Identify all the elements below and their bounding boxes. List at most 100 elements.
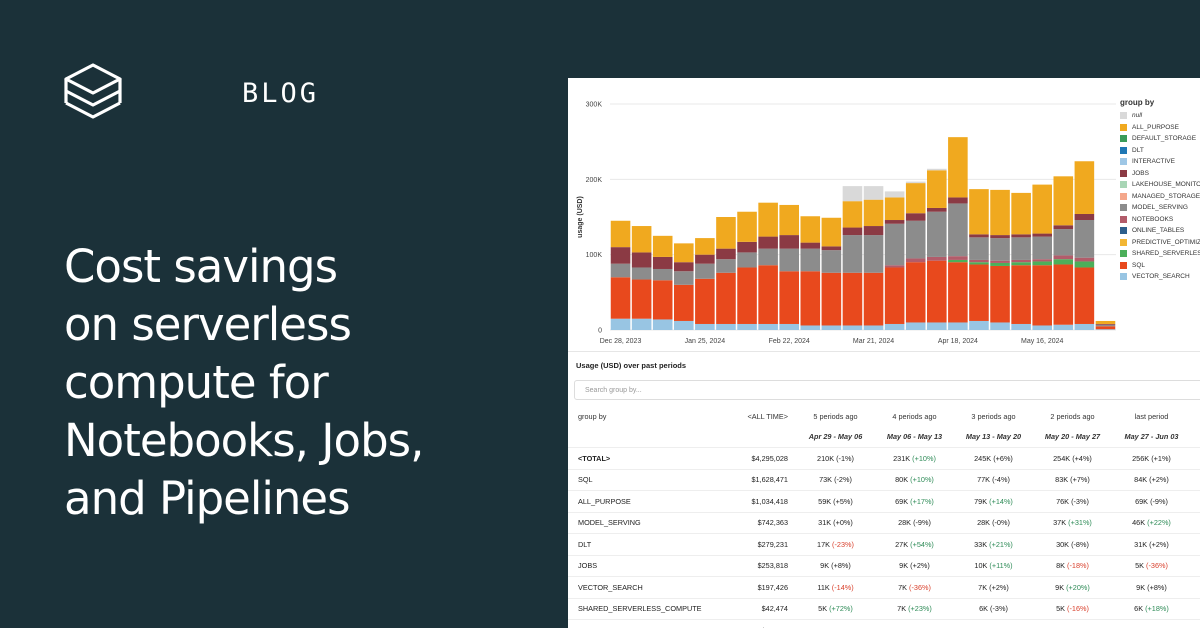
bar-segment[interactable] xyxy=(631,318,652,330)
bar-segment[interactable] xyxy=(821,217,842,247)
bar-segment[interactable] xyxy=(800,271,821,326)
bar-segment[interactable] xyxy=(1011,262,1031,266)
bar-segment[interactable] xyxy=(990,189,1010,236)
bar-segment[interactable] xyxy=(905,258,926,263)
bar-segment[interactable] xyxy=(927,260,947,323)
bar-segment[interactable] xyxy=(1011,237,1031,260)
bar-segment[interactable] xyxy=(969,264,989,321)
legend-item[interactable]: ONLINE_TABLES xyxy=(1120,225,1200,237)
legend-item[interactable]: MODEL_SERVING xyxy=(1120,202,1200,214)
legend-item[interactable]: PREDICTIVE_OPTIMIZATION xyxy=(1120,237,1200,249)
bar-segment[interactable] xyxy=(1095,329,1116,330)
bar-segment[interactable] xyxy=(927,207,947,212)
bar-segment[interactable] xyxy=(927,170,947,208)
bar-segment[interactable] xyxy=(652,235,673,257)
bar-segment[interactable] xyxy=(990,262,1010,266)
bar-segment[interactable] xyxy=(1074,220,1095,258)
bar-segment[interactable] xyxy=(610,263,631,278)
bar-segment[interactable] xyxy=(842,325,863,330)
table-row[interactable]: MODEL_SERVING $742,363 31K (+0%) 28K (-9%) 2… xyxy=(568,511,1200,534)
bar-segment[interactable] xyxy=(800,248,821,272)
bar-segment[interactable] xyxy=(610,277,631,319)
legend-item[interactable]: DLT xyxy=(1120,145,1200,157)
bar-segment[interactable] xyxy=(779,204,799,236)
bar-segment[interactable] xyxy=(631,267,652,280)
legend-item[interactable]: null xyxy=(1120,110,1200,122)
bar-segment[interactable] xyxy=(990,322,1010,330)
bar-segment[interactable] xyxy=(1053,176,1074,226)
table-row[interactable]: <TOTAL> $4,295,028 210K (-1%) 231K (+10%) 24… xyxy=(568,447,1200,469)
legend-item[interactable]: VECTOR_SEARCH xyxy=(1120,271,1200,283)
table-row[interactable]: ALL_PURPOSE $1,034,418 59K (+5%) 69K (+17%)… xyxy=(568,490,1200,512)
bar-segment[interactable] xyxy=(842,272,863,326)
bar-segment[interactable] xyxy=(821,325,842,330)
bar-segment[interactable] xyxy=(1074,161,1095,214)
search-group-input[interactable]: Search group by... xyxy=(574,380,1200,400)
table-row[interactable]: NULL$36,256 0 0 0 0 0 xyxy=(568,619,1200,628)
bar-segment[interactable] xyxy=(1011,265,1031,324)
bar-segment[interactable] xyxy=(779,271,799,324)
column-header[interactable]: 4 periods ago xyxy=(892,411,937,421)
bar-segment[interactable] xyxy=(674,243,694,263)
bar-segment[interactable] xyxy=(884,323,905,330)
bar-segment[interactable] xyxy=(863,186,884,200)
bar-segment[interactable] xyxy=(948,256,968,260)
bar-segment[interactable] xyxy=(821,272,842,326)
bar-segment[interactable] xyxy=(948,259,968,263)
bar-segment[interactable] xyxy=(737,252,757,268)
bar-segment[interactable] xyxy=(821,250,842,273)
bar-segment[interactable] xyxy=(1011,323,1031,330)
legend-item[interactable]: LAKEHOUSE_MONITORING xyxy=(1120,179,1200,191)
bar-segment[interactable] xyxy=(695,263,715,279)
bar-segment[interactable] xyxy=(1053,225,1074,230)
bar-segment[interactable] xyxy=(674,262,694,272)
bar-segment[interactable] xyxy=(800,325,821,330)
bar-segment[interactable] xyxy=(716,323,736,330)
column-header[interactable]: last period xyxy=(1134,411,1169,421)
bar-segment[interactable] xyxy=(927,322,947,330)
bar-segment[interactable] xyxy=(1095,326,1116,330)
bar-segment[interactable] xyxy=(863,325,884,330)
bar-segment[interactable] xyxy=(631,226,652,253)
bar-segment[interactable] xyxy=(1032,233,1052,237)
bar-segment[interactable] xyxy=(842,227,863,236)
table-row[interactable]: JOBS $253,818 9K (+8%) 9K (+2%) 10K (+11%) 8K… xyxy=(568,554,1200,577)
bar-segment[interactable] xyxy=(610,220,631,248)
bar-segment[interactable] xyxy=(779,323,799,330)
bar-segment[interactable] xyxy=(863,272,884,326)
legend-item[interactable]: DEFAULT_STORAGE xyxy=(1120,133,1200,145)
bar-segment[interactable] xyxy=(800,216,821,243)
bar-segment[interactable] xyxy=(1053,264,1074,325)
bar-segment[interactable] xyxy=(695,278,715,324)
table-row[interactable]: DLT $279,231 17K (-23%) 27K (+54%) 33K (+21%… xyxy=(568,533,1200,555)
bar-segment[interactable] xyxy=(737,211,757,242)
bar-segment[interactable] xyxy=(779,235,799,249)
bar-segment[interactable] xyxy=(884,267,905,324)
bar-segment[interactable] xyxy=(905,220,926,259)
bar-segment[interactable] xyxy=(1074,261,1095,268)
bar-segment[interactable] xyxy=(1074,213,1095,221)
bar-segment[interactable] xyxy=(674,320,694,330)
bar-segment[interactable] xyxy=(1032,236,1052,260)
column-header[interactable]: 3 periods ago xyxy=(971,411,1016,421)
bar-segment[interactable] xyxy=(716,272,736,324)
bar-segment[interactable] xyxy=(1074,323,1095,330)
bar-segment[interactable] xyxy=(842,235,863,273)
bar-segment[interactable] xyxy=(1032,261,1052,266)
bar-segment[interactable] xyxy=(884,197,905,221)
bar-segment[interactable] xyxy=(758,323,778,330)
bar-segment[interactable] xyxy=(969,262,989,265)
table-row[interactable]: SHARED_SERVERLESS_COMPUTE $42,474 5K (+72%… xyxy=(568,597,1200,620)
bar-segment[interactable] xyxy=(716,248,736,260)
bar-segment[interactable] xyxy=(948,262,968,323)
bar-segment[interactable] xyxy=(758,265,778,324)
bar-segment[interactable] xyxy=(1074,257,1095,262)
bar-segment[interactable] xyxy=(1053,259,1074,265)
bar-segment[interactable] xyxy=(863,199,884,227)
bar-segment[interactable] xyxy=(716,217,736,249)
bar-segment[interactable] xyxy=(758,236,778,249)
bar-segment[interactable] xyxy=(1053,255,1074,260)
bar-segment[interactable] xyxy=(610,247,631,264)
column-header[interactable]: current period xyxy=(1191,406,1200,427)
bar-segment[interactable] xyxy=(652,280,673,320)
